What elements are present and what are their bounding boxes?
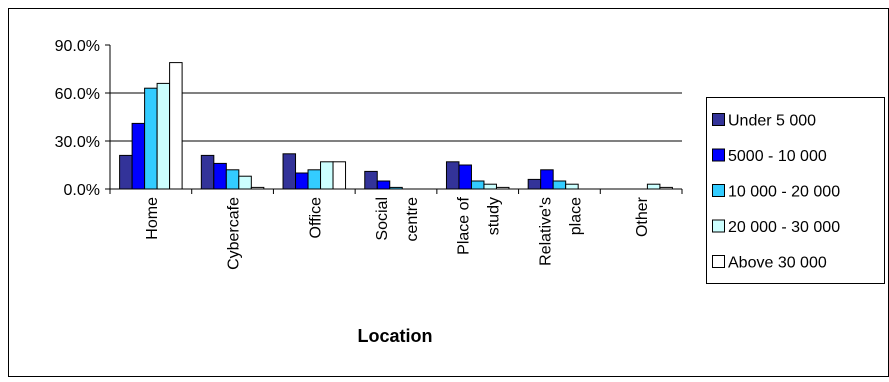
legend-label: Above 30 000 — [728, 255, 827, 272]
bar — [646, 183, 661, 190]
y-axis-ticks: 0.0% 30.0% 60.0% 90.0% — [55, 38, 110, 199]
legend-swatch — [712, 184, 725, 197]
bar — [565, 183, 579, 190]
bar — [156, 82, 171, 190]
bar — [238, 175, 252, 190]
legend-label: 20 000 - 30 000 — [728, 219, 840, 236]
bar — [376, 180, 391, 190]
bar — [119, 154, 133, 190]
x-axis-categories: Home Cybercafe Office Social centre Place of s… — [144, 196, 651, 270]
x-category-label: place — [567, 197, 584, 235]
x-category-label: study — [486, 197, 503, 235]
bar — [483, 183, 497, 190]
legend-swatch — [712, 148, 725, 162]
x-axis-label: Location — [358, 326, 433, 346]
bar — [458, 164, 472, 190]
legend: Under 5 000 5000 - 10 000 10 000 - 20 000 2… — [706, 97, 885, 284]
legend-box — [706, 97, 885, 284]
bar — [200, 154, 215, 190]
x-category-label: Office — [307, 197, 324, 239]
x-category-label: Place of — [456, 196, 473, 254]
bar — [470, 180, 485, 190]
legend-swatch — [712, 219, 725, 233]
legend-label: 5000 - 10 000 — [728, 148, 827, 165]
legend-swatch — [712, 113, 725, 126]
bar — [307, 169, 322, 190]
bar — [295, 172, 309, 190]
bar — [540, 169, 554, 190]
bar — [332, 161, 347, 190]
x-category-label: Home — [144, 197, 161, 240]
x-category-label: Relative's — [537, 197, 554, 266]
bar — [213, 162, 227, 190]
bar — [527, 178, 542, 190]
y-tick-label: 0.0% — [64, 182, 100, 199]
bar — [364, 170, 378, 190]
bar — [144, 87, 158, 190]
grid-lines — [110, 92, 682, 142]
legend-label: 10 000 - 20 000 — [728, 184, 840, 201]
x-category-label: Other — [634, 196, 651, 237]
legend-swatch — [712, 255, 725, 268]
axes — [109, 45, 683, 194]
y-tick-label: 30.0% — [55, 134, 100, 151]
bar — [169, 62, 183, 190]
bar — [552, 180, 567, 190]
x-category-label: Cybercafe — [226, 197, 243, 270]
bar — [445, 161, 460, 190]
bar — [225, 169, 240, 190]
y-tick-label: 60.0% — [55, 86, 100, 103]
legend-label: Under 5 000 — [728, 113, 816, 130]
x-category-label: Social — [374, 197, 391, 241]
y-tick-label: 90.0% — [55, 38, 100, 55]
bar — [320, 161, 334, 190]
x-category-label: centre — [404, 197, 421, 242]
bar — [282, 153, 297, 190]
bar — [131, 122, 146, 190]
